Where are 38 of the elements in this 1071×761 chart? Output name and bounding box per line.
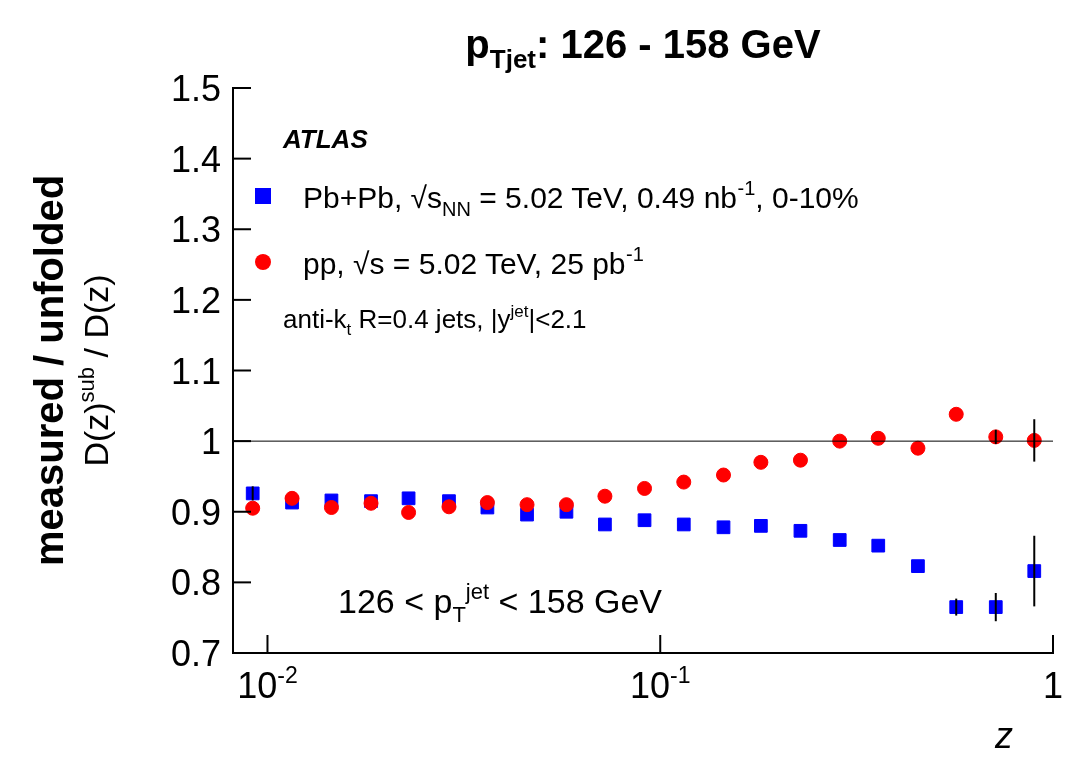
y-tick-label: 0.9 (170, 491, 221, 533)
point (911, 559, 925, 573)
point (754, 519, 768, 533)
y-tick-label: 1.4 (170, 138, 221, 180)
point (637, 513, 652, 528)
y-tick-label: 0.8 (170, 562, 221, 604)
y-tick-label: 1.3 (170, 209, 221, 251)
point (597, 488, 613, 504)
point (245, 500, 261, 516)
point (871, 538, 886, 553)
point (284, 490, 300, 506)
point (832, 533, 847, 547)
point (323, 500, 339, 516)
point (716, 467, 731, 483)
y-tick-label: 1.2 (170, 279, 221, 321)
point (716, 520, 731, 535)
point (676, 517, 691, 532)
x-tick-label: 1 (1042, 665, 1064, 706)
x-axis-title: z (994, 715, 1013, 756)
y-tick-label: 1 (200, 421, 222, 463)
point (910, 440, 926, 456)
point (519, 497, 535, 513)
point (598, 517, 612, 532)
point (753, 454, 769, 470)
point (676, 474, 692, 490)
point (793, 523, 808, 538)
point (637, 480, 653, 496)
point (441, 499, 457, 515)
point (401, 504, 417, 520)
annotation: ATLAS (282, 124, 369, 154)
point (479, 495, 495, 511)
point (948, 406, 964, 422)
y-tick-label: 1.5 (170, 68, 221, 109)
y-tick-label: 0.7 (170, 633, 221, 674)
point (558, 497, 574, 513)
y-tick-label: 1.1 (170, 350, 221, 392)
point (401, 491, 416, 506)
point (792, 452, 808, 468)
